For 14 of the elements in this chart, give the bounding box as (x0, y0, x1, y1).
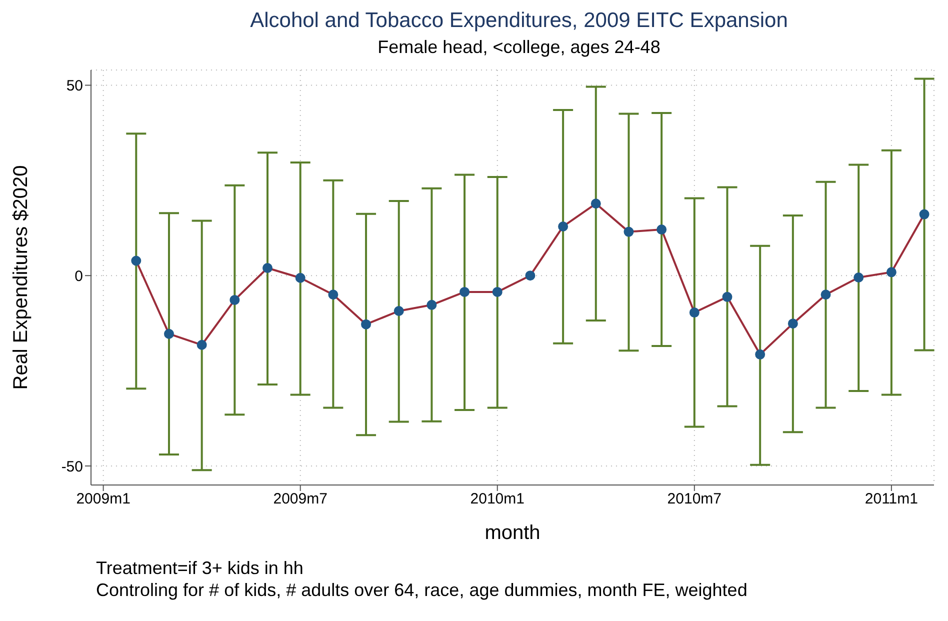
chart-title: Alcohol and Tobacco Expenditures, 2009 EITC Expansion (249, 8, 789, 34)
y-tick-label: 50 (66, 78, 83, 95)
x-axis-title: month (484, 522, 540, 544)
text: Treatment=if 3+ kids in hh (96, 557, 304, 579)
chart-subtitle: Female head, <college, ages 24-48 (376, 36, 662, 59)
text: Controling for # of kids, # adults over 64, race, age dummies, month FE, weighted (96, 579, 748, 601)
x-tick-label: 2009m1 (76, 490, 130, 508)
y-tick-label: 0 (74, 268, 83, 285)
x-tick-label: 2010m1 (470, 490, 524, 508)
x-tick-label: 2010m7 (667, 490, 722, 508)
y-tick-label: -50 (61, 458, 83, 476)
y-axis-title: Real Expenditures $2020 (10, 165, 32, 390)
x-tick-label: 2011m1 (864, 490, 918, 508)
x-tick-label: 2009m7 (273, 490, 328, 508)
